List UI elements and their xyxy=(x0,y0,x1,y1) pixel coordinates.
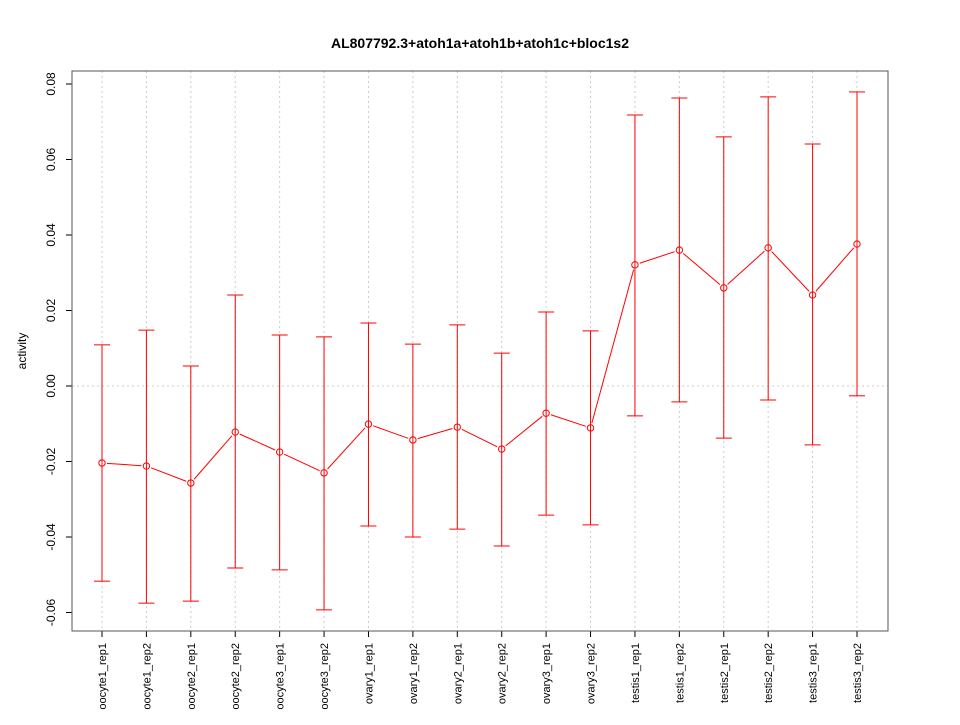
series-line-segment xyxy=(639,251,675,264)
data-point xyxy=(586,424,595,432)
data-point xyxy=(409,436,417,444)
data-point xyxy=(364,420,373,428)
data-point xyxy=(320,469,328,477)
series-line-segment xyxy=(373,425,409,439)
data-point xyxy=(853,240,861,248)
series-line-segment xyxy=(239,433,276,451)
series-line-segment xyxy=(461,428,498,448)
series-line-segment xyxy=(327,427,366,470)
series-line-segment xyxy=(682,252,721,285)
y-axis: -0.06 -0.04 -0.02 0.00 0.02 0.04 0.06 0.08 xyxy=(44,72,73,627)
data-point xyxy=(231,428,239,436)
x-tick-label: oocyte2_rep1 xyxy=(186,643,198,710)
x-tick-label: oocyte2_rep2 xyxy=(230,643,242,710)
x-tick-label: ovary2_rep2 xyxy=(497,643,509,704)
y-tick-label: -0.06 xyxy=(44,599,58,627)
x-tick-label: ovary1_rep2 xyxy=(408,643,420,704)
y-tick-label: 0.00 xyxy=(44,374,58,398)
x-tick-label: testis2_rep1 xyxy=(719,643,731,703)
series-line-segment xyxy=(193,435,233,480)
data-point xyxy=(542,409,550,417)
series-line-segment xyxy=(550,414,586,427)
series-line-segment xyxy=(283,453,320,472)
chart-title: AL807792.3+atoh1a+atoh1b+atoh1c+bloc1s2 xyxy=(331,35,629,51)
x-tick-label: testis1_rep1 xyxy=(630,643,642,703)
x-tick-label: testis1_rep2 xyxy=(674,643,686,703)
data-point xyxy=(675,246,684,254)
x-tick-label: ovary2_rep1 xyxy=(452,643,464,704)
series-activity xyxy=(94,91,865,611)
y-tick-label: 0.04 xyxy=(44,223,58,247)
series-line-segment xyxy=(771,251,810,292)
data-point xyxy=(498,445,506,453)
data-point xyxy=(187,479,195,487)
data-point xyxy=(453,423,461,431)
x-tick-label: oocyte3_rep2 xyxy=(319,643,331,710)
data-point xyxy=(275,448,284,456)
x-tick-label: testis3_rep1 xyxy=(808,643,820,703)
x-tick-label: testis3_rep2 xyxy=(852,643,864,703)
x-tick-label: oocyte1_rep2 xyxy=(141,643,153,710)
data-point xyxy=(631,261,639,269)
series-line-segment xyxy=(505,415,543,447)
x-tick-label: ovary3_rep2 xyxy=(586,643,598,704)
series-line-segment xyxy=(417,428,453,440)
y-tick-label: 0.02 xyxy=(44,298,58,322)
x-tick-label: oocyte1_rep1 xyxy=(97,643,109,710)
x-axis: oocyte1_rep1 oocyte1_rep2 oocyte2_rep1 oocy… xyxy=(97,630,864,710)
series-line-segment xyxy=(727,250,765,285)
series-line-segment xyxy=(106,462,142,467)
x-tick-label: ovary3_rep1 xyxy=(541,643,553,704)
data-point xyxy=(764,244,772,252)
data-point xyxy=(142,462,151,470)
data-point xyxy=(808,291,817,299)
grid xyxy=(72,71,888,631)
y-tick-label: 0.06 xyxy=(44,147,58,171)
y-tick-label: 0.08 xyxy=(44,72,58,96)
plot-frame xyxy=(71,70,889,632)
y-tick-label: -0.04 xyxy=(44,523,58,551)
series-line-segment xyxy=(591,269,635,424)
y-tick-label: -0.02 xyxy=(44,448,58,476)
x-tick-label: oocyte3_rep1 xyxy=(275,643,287,710)
series-line-segment xyxy=(815,247,855,292)
x-tick-label: ovary1_rep1 xyxy=(363,643,375,704)
series-line-segment xyxy=(150,467,187,482)
data-point xyxy=(720,284,728,292)
x-tick-label: testis2_rep2 xyxy=(763,643,775,703)
y-axis-label: activity xyxy=(15,333,29,370)
data-point xyxy=(98,459,106,467)
